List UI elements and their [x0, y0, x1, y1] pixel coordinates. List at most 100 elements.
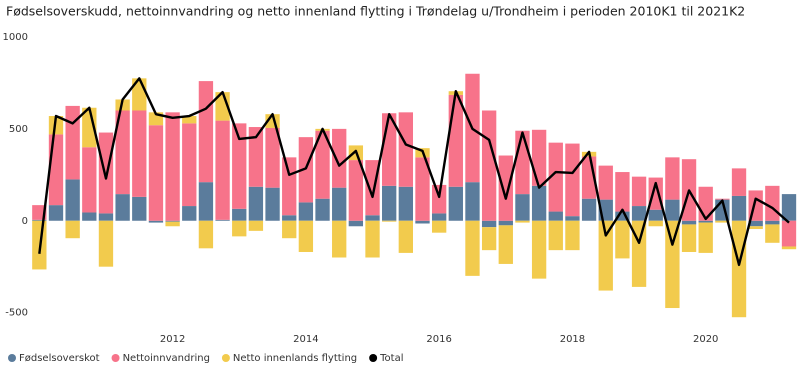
bar [448, 94, 463, 187]
bar [615, 172, 630, 212]
bar [182, 116, 197, 124]
bar [198, 81, 214, 183]
bar [282, 220, 297, 239]
bar [398, 220, 414, 253]
bar [198, 182, 214, 221]
bar [232, 123, 247, 209]
legend-item: Netto innenlands flytting [221, 353, 357, 364]
bar [531, 220, 547, 279]
x-tick-label: 2020 [693, 334, 718, 345]
bar [148, 125, 164, 221]
bar [132, 196, 147, 221]
bar [365, 220, 380, 258]
bar [415, 157, 430, 221]
bar [781, 220, 797, 247]
bar [265, 187, 280, 221]
bar [565, 143, 580, 217]
chart-title: Fødselsoverskudd, nettoinnvandring og ne… [6, 4, 745, 19]
bar [431, 184, 447, 214]
bar [332, 220, 347, 258]
y-tick-label: 1000 [3, 32, 28, 43]
legend-swatch [221, 354, 230, 362]
bar [481, 227, 497, 251]
legend-label: Total [379, 353, 403, 364]
bar [315, 198, 330, 221]
bar [765, 185, 780, 221]
legend-swatch [8, 354, 16, 362]
bar [132, 110, 147, 197]
bar [765, 220, 780, 225]
bar [515, 220, 530, 223]
bar [248, 127, 264, 187]
bar [298, 202, 314, 221]
bar [565, 220, 580, 251]
bar [98, 213, 114, 221]
bar [631, 176, 647, 207]
bar [448, 186, 463, 221]
bar [82, 147, 97, 213]
bar [232, 220, 247, 237]
y-tick-label: -500 [5, 308, 28, 319]
bar [148, 220, 164, 223]
bar [648, 209, 663, 221]
bar [481, 110, 497, 221]
bar [382, 220, 397, 222]
bar [731, 168, 747, 196]
bar [715, 198, 730, 200]
bar [382, 185, 397, 221]
legend-label: Nettoinnvandring [123, 353, 210, 364]
bar [398, 112, 414, 187]
bar [98, 220, 114, 267]
bar [731, 220, 747, 318]
bar [115, 110, 130, 195]
bar [182, 123, 197, 207]
bar [232, 208, 247, 221]
legend-swatch [369, 354, 378, 362]
bar [548, 220, 563, 251]
bar [581, 198, 597, 221]
bar [465, 182, 480, 221]
legend-item: Nettoinnvandring [111, 353, 210, 364]
bar [165, 220, 180, 222]
bar [531, 185, 547, 221]
bar [32, 219, 47, 221]
bar [665, 157, 680, 200]
legend-item: Fødselsoverskot [8, 353, 100, 364]
bar [282, 215, 297, 221]
x-tick-label: 2012 [160, 334, 185, 345]
legend-swatch [111, 354, 120, 362]
bar [781, 246, 797, 250]
bar [48, 205, 64, 221]
bar [365, 215, 380, 221]
bar [481, 220, 497, 228]
y-tick-label: 0 [22, 216, 28, 227]
bar [631, 206, 647, 221]
bar [731, 195, 747, 221]
legend-label: Netto innenlands flytting [233, 353, 357, 364]
bar [82, 107, 97, 148]
bar [431, 213, 447, 221]
bar [465, 220, 480, 276]
bar [515, 194, 530, 221]
bar [715, 220, 730, 223]
bar [332, 187, 347, 221]
bar [548, 211, 563, 221]
bar [65, 220, 80, 239]
bar [115, 194, 130, 221]
bar [282, 157, 297, 216]
bar [498, 155, 513, 221]
bar [565, 216, 580, 221]
bar [781, 194, 797, 221]
line [38, 77, 790, 267]
bar [165, 221, 180, 227]
bar [598, 165, 613, 200]
bar [348, 220, 364, 227]
bar [698, 220, 713, 223]
bar [248, 186, 264, 221]
bar [315, 130, 330, 199]
x-tick-label: 2018 [560, 334, 585, 345]
bar [332, 128, 347, 188]
bar [648, 177, 663, 210]
bar [698, 222, 713, 253]
bar [681, 220, 697, 225]
